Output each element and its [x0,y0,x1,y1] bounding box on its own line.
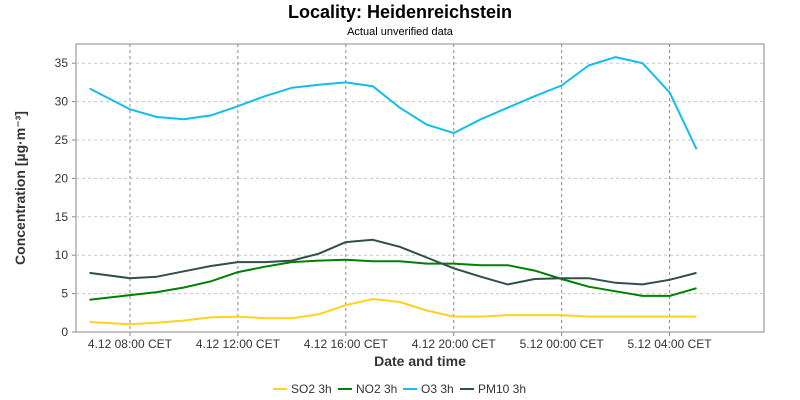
y-tick-label: 5 [61,287,68,301]
legend-label-pm10: PM10 3h [478,382,526,396]
y-tick-label: 15 [55,210,69,224]
y-tick-label: 35 [55,56,69,70]
legend-label-o3: O3 3h [421,382,454,396]
x-axis-label: Date and time [374,353,466,369]
legend: SO2 3h NO2 3h O3 3h PM10 3h [273,382,526,396]
legend-label-so2: SO2 3h [291,382,332,396]
y-axis-ticks: 0 5 10 15 20 25 30 35 [55,56,76,339]
series-line-o3 [89,56,698,150]
y-tick-label: 30 [55,95,69,109]
x-tick-label: 4.12 12:00 CET [196,337,281,351]
y-tick-label: 0 [61,325,68,339]
series-line-so2 [89,298,697,326]
series-layer [89,56,698,326]
y-tick-label: 10 [55,248,69,262]
y-axis-label: Concentration [µg·m⁻³] [12,111,28,265]
x-tick-label: 4.12 08:00 CET [88,337,173,351]
y-tick-label: 25 [55,133,69,147]
chart-subtitle: Actual unverified data [347,26,454,38]
y-tick-label: 20 [55,171,69,185]
x-tick-label: 4.12 20:00 CET [412,337,497,351]
x-tick-label: 4.12 16:00 CET [304,337,389,351]
series-line-pm10 [89,238,697,286]
series-line-no2 [89,258,697,301]
legend-label-no2: NO2 3h [356,382,397,396]
x-tick-label: 5.12 04:00 CET [628,337,713,351]
x-tick-label: 5.12 00:00 CET [520,337,605,351]
x-axis-ticks: 4.12 08:00 CET 4.12 12:00 CET 4.12 16:00 C… [88,332,712,351]
chart-title: Locality: Heidenreichstein [288,2,512,22]
